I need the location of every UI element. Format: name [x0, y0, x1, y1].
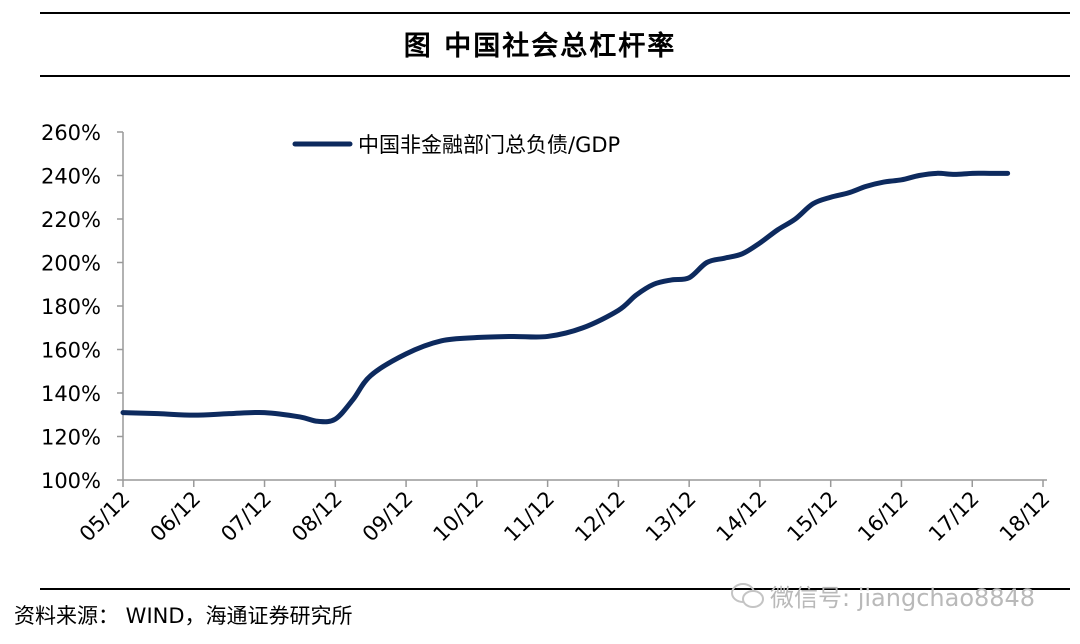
x-tick-label: 07/12 — [216, 487, 276, 547]
title-rule — [40, 75, 1070, 77]
x-tick-label: 09/12 — [358, 487, 418, 547]
x-tick-label: 12/12 — [570, 487, 630, 547]
y-tick-label: 180% — [41, 295, 101, 319]
x-tick-label: 08/12 — [287, 487, 347, 547]
series-line — [120, 170, 1011, 425]
x-tick-label: 10/12 — [429, 487, 489, 547]
y-tick-label: 260% — [41, 121, 101, 145]
wechat-icon — [731, 583, 764, 608]
legend-label: 中国非金融部门总负债/GDP — [358, 133, 620, 157]
x-tick-label: 05/12 — [75, 487, 135, 547]
y-tick-label: 220% — [41, 208, 101, 232]
source-note: 资料来源： WIND，海通证券研究所 — [14, 604, 353, 628]
x-tick-label: 16/12 — [853, 487, 913, 547]
y-tick-label: 120% — [41, 426, 101, 450]
y-tick-label: 200% — [41, 252, 101, 276]
x-tick-label: 13/12 — [641, 487, 701, 547]
y-tick-label: 160% — [41, 339, 101, 363]
leverage-line-chart: 100% 120% 140% 160% 180% 200% 220% 240% 260% 05/1… — [41, 121, 1055, 547]
x-tick-label: 15/12 — [782, 487, 842, 547]
x-tick-label: 17/12 — [924, 487, 984, 547]
y-tick-label: 240% — [41, 165, 101, 189]
top-rule — [40, 12, 1070, 14]
y-tick-label: 140% — [41, 382, 101, 406]
x-tick-label: 14/12 — [712, 487, 772, 547]
bottom-rule — [40, 588, 1070, 590]
wechat-watermark: 微信号: jiangchao8848 — [770, 584, 1036, 612]
x-tick-label: 06/12 — [146, 487, 206, 547]
x-tick-label: 11/12 — [499, 487, 559, 547]
figure-title: 图 中国社会总杠杆率 — [403, 31, 677, 62]
y-tick-label: 100% — [41, 469, 101, 493]
x-tick-label: 18/12 — [995, 487, 1055, 547]
